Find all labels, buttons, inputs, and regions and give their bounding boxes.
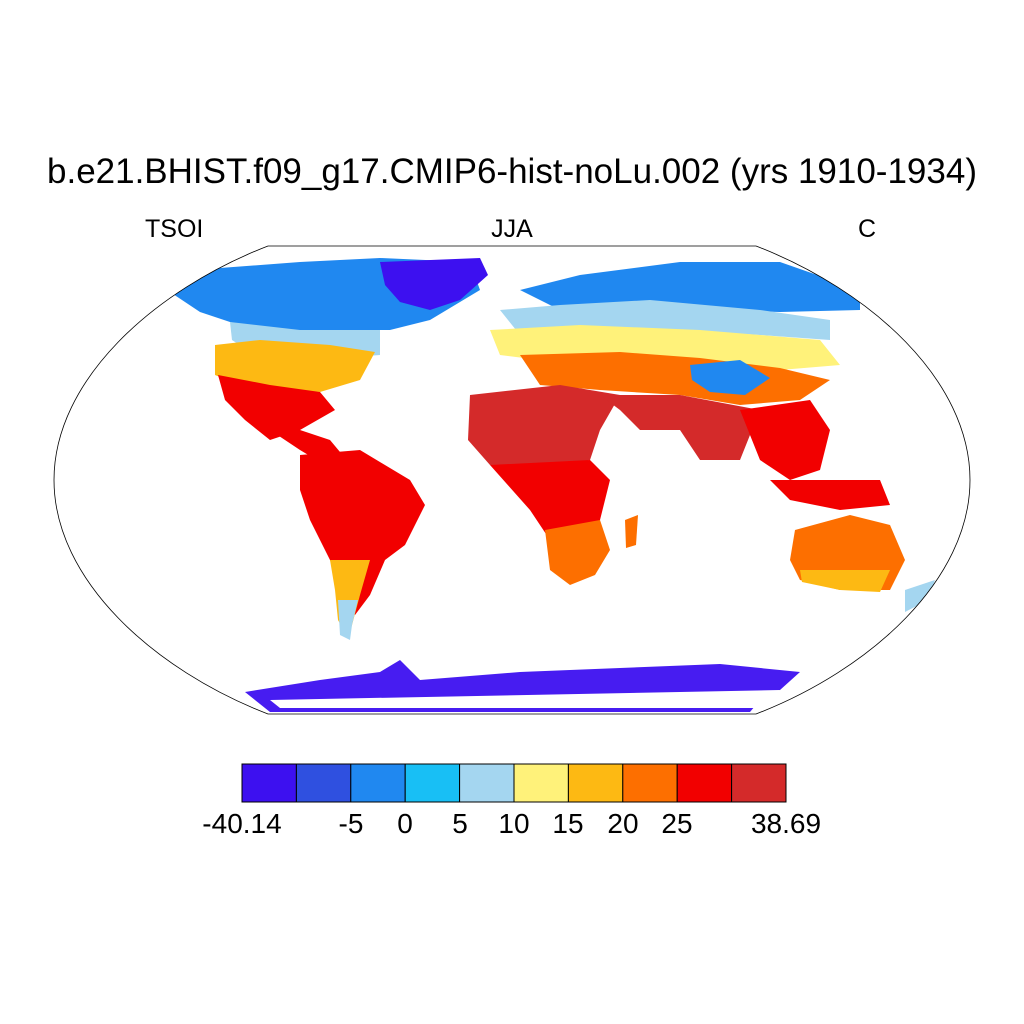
central-africa	[490, 460, 610, 540]
se-asia	[740, 400, 830, 480]
colorbar-swatch	[459, 763, 515, 803]
colorbar-swatch	[731, 763, 787, 803]
tick-label: 10	[498, 808, 530, 839]
tick-label: 25	[661, 808, 693, 839]
tick-label: 5	[452, 808, 468, 839]
north-america-south	[218, 375, 335, 440]
season-label: JJA	[491, 215, 533, 243]
tick-label: 0	[397, 808, 413, 839]
australia-south	[800, 570, 890, 592]
eurasia-warm	[490, 325, 840, 370]
tick-label: 38.69	[750, 808, 822, 839]
tick-label: -5	[338, 808, 364, 839]
north-africa	[468, 385, 620, 470]
tick-label: 20	[607, 808, 639, 839]
greenland	[380, 258, 488, 310]
map-border	[53, 245, 971, 715]
antarctica-interior	[270, 690, 780, 708]
plot-title: b.e21.BHIST.f09_g17.CMIP6-hist-noLu.002 …	[47, 152, 977, 191]
new-zealand	[905, 580, 935, 612]
south-america	[300, 450, 425, 615]
colorbar-swatch	[350, 763, 406, 803]
madagascar	[625, 515, 638, 548]
colorbar-swatch	[295, 763, 352, 803]
colorbar-swatch	[567, 763, 624, 803]
eurasia-arctic	[520, 262, 860, 312]
patagonia	[338, 600, 358, 640]
colorbar-swatch	[404, 763, 461, 803]
north-america-mid	[215, 340, 375, 392]
variable-label: TSOI	[145, 215, 204, 243]
colorbar-swatch	[513, 763, 569, 803]
colorbar-swatch	[676, 763, 733, 803]
southern-africa	[545, 520, 610, 585]
tick-label: 15	[552, 808, 584, 839]
colorbar-swatch	[241, 763, 297, 803]
tick-label: -40.14	[202, 808, 282, 839]
arabia-india	[600, 395, 760, 460]
tibet	[690, 360, 770, 395]
colorbar-swatch	[622, 763, 678, 803]
eurasia-mid	[520, 352, 830, 405]
units-label: C	[858, 215, 877, 243]
indonesia	[770, 480, 890, 510]
